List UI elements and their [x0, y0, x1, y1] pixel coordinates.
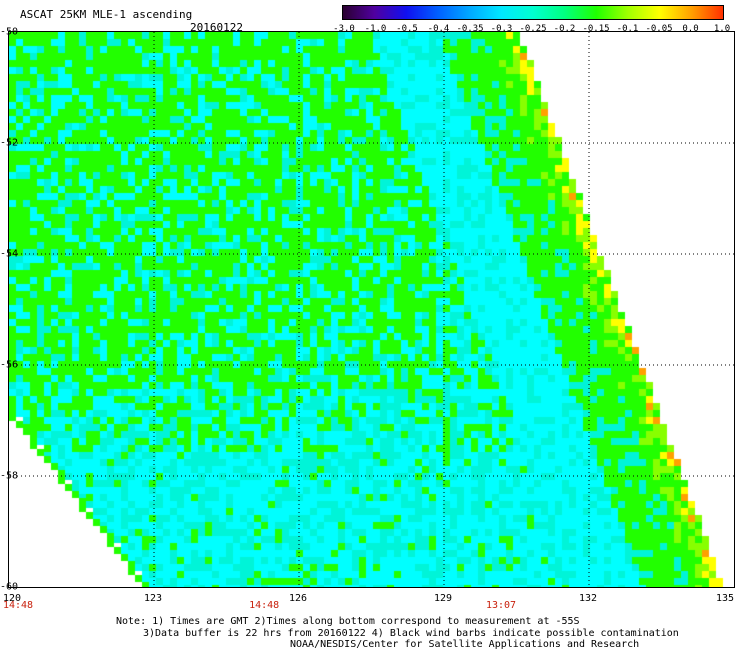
colorbar-label: -1.0 — [364, 24, 387, 34]
colorbar-label: 0.0 — [682, 24, 699, 34]
colorbar-label: -0.05 — [645, 24, 673, 34]
latitude-label: -54 — [0, 248, 19, 260]
wind-field-image — [9, 32, 734, 587]
longitude-label: 132 — [578, 593, 598, 604]
latitude-label: -52 — [0, 137, 19, 149]
colorbar-label: -0.1 — [616, 24, 639, 34]
longitude-label: 123 — [143, 593, 163, 604]
map-panel — [8, 31, 735, 588]
colorbar-label: -0.4 — [427, 24, 450, 34]
longitude-label: 135 — [715, 593, 735, 604]
latitude-label: -58 — [0, 470, 19, 482]
colorbar-label: -0.2 — [553, 24, 576, 34]
longitude-label: 129 — [433, 593, 453, 604]
map-title: ASCAT 25KM MLE-1 ascending — [20, 8, 193, 21]
note-line-1: Note: 1) Times are GMT 2)Times along bot… — [116, 616, 580, 627]
colorbar-label: -3.0 — [333, 24, 355, 34]
note-line-3: NOAA/NESDIS/Center for Satellite Applica… — [290, 639, 640, 650]
map-date: 20160122 — [190, 21, 243, 34]
latitude-label: -50 — [0, 26, 19, 38]
colorbar-label: -0.15 — [582, 24, 610, 34]
latitude-label: -56 — [0, 359, 19, 371]
colorbar — [342, 5, 724, 20]
longitude-label: 126 — [288, 593, 308, 604]
time-label: 14:48 — [249, 600, 280, 611]
lat-lon-grid — [9, 32, 734, 587]
longitude-label: 120 — [2, 593, 22, 604]
colorbar-label: 1.0 — [713, 24, 731, 34]
time-label: 14:48 — [2, 600, 34, 611]
colorbar-label: -0.25 — [519, 24, 547, 34]
colorbar-label: -0.3 — [490, 24, 513, 34]
colorbar-label: -0.35 — [456, 24, 484, 34]
time-label: 13:07 — [485, 600, 517, 611]
colorbar-label: -0.5 — [396, 24, 418, 34]
note-line-2: 3)Data buffer is 22 hrs from 20160122 4)… — [143, 628, 679, 639]
latitude-label: -60 — [0, 581, 19, 593]
